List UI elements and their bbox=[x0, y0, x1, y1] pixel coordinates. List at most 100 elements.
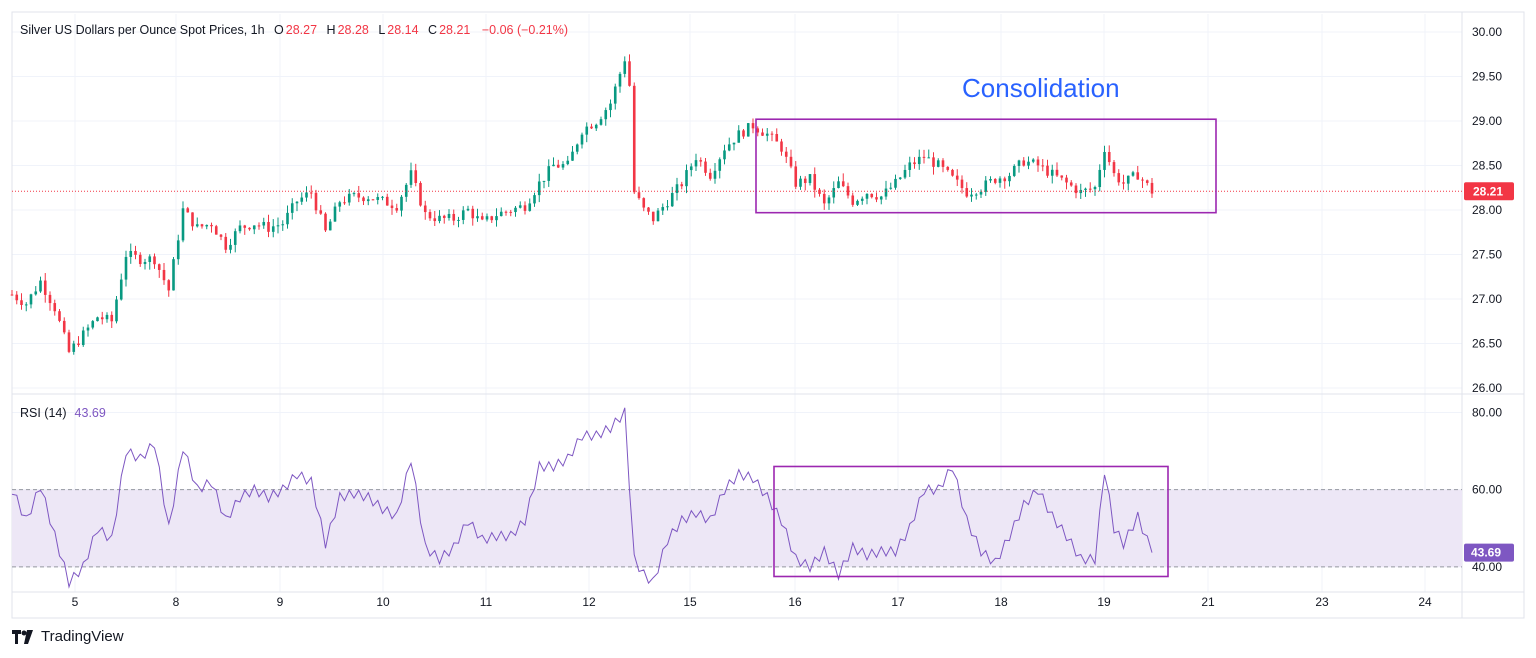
candle-body bbox=[371, 199, 375, 201]
candle-body bbox=[347, 193, 351, 203]
time-tick-label: 21 bbox=[1201, 595, 1215, 609]
time-tick-label: 11 bbox=[480, 595, 493, 609]
candle-body bbox=[1150, 182, 1154, 194]
time-tick-label: 10 bbox=[376, 595, 390, 609]
candle-body bbox=[195, 224, 199, 227]
candle-body bbox=[1017, 160, 1021, 166]
consolidation-box-price[interactable] bbox=[755, 118, 1217, 214]
candle-body bbox=[822, 193, 826, 204]
candle-body bbox=[138, 254, 142, 265]
candle-body bbox=[447, 213, 451, 218]
candle-body bbox=[1098, 169, 1102, 188]
candle-body bbox=[167, 280, 171, 291]
candle-body bbox=[960, 179, 964, 189]
time-tick-label: 16 bbox=[788, 595, 802, 609]
candle-body bbox=[780, 141, 783, 152]
time-tick-label: 12 bbox=[582, 595, 596, 609]
candle-body bbox=[1093, 187, 1097, 190]
candle-body bbox=[200, 224, 204, 227]
low-value: 28.14 bbox=[387, 23, 419, 37]
candle-body bbox=[34, 291, 38, 295]
open-label: O bbox=[274, 23, 284, 37]
candle-body bbox=[509, 211, 513, 213]
candle-body bbox=[480, 216, 484, 220]
candle-body bbox=[248, 227, 251, 230]
candle-body bbox=[214, 226, 218, 235]
candle-body bbox=[846, 186, 850, 196]
rsi-axis[interactable]: 80.00 60.00 40.00 bbox=[1472, 405, 1502, 573]
candle-body bbox=[794, 166, 798, 187]
candle-body bbox=[1008, 175, 1011, 182]
rsi-legend: RSI (14) 43.69 bbox=[20, 406, 108, 420]
candle-body bbox=[637, 192, 641, 199]
candle-body bbox=[252, 225, 256, 230]
time-tick-label: 5 bbox=[72, 595, 79, 609]
candle-body bbox=[343, 202, 346, 204]
candle-body bbox=[628, 61, 631, 86]
candle-body bbox=[770, 133, 774, 135]
candle-body bbox=[856, 200, 859, 205]
open-value: 28.27 bbox=[285, 23, 318, 37]
candle-body bbox=[309, 192, 313, 194]
candle-body bbox=[333, 206, 337, 222]
candle-body bbox=[243, 225, 247, 228]
candle-body bbox=[495, 216, 498, 221]
candle-body bbox=[799, 178, 802, 187]
candle-body bbox=[590, 126, 593, 129]
time-axis[interactable]: 5 8 9 10 11 12 15 16 17 18 19 21 23 24 bbox=[72, 595, 1432, 609]
candle-body bbox=[290, 203, 294, 213]
candle-body bbox=[338, 202, 342, 207]
candle-body bbox=[841, 181, 845, 187]
candle-body bbox=[395, 208, 399, 211]
candle-body bbox=[1141, 179, 1144, 181]
candle-body bbox=[556, 164, 560, 168]
candle-body bbox=[1117, 173, 1121, 183]
rsi-tick-label: 40.00 bbox=[1472, 560, 1502, 574]
high-label: H bbox=[326, 23, 336, 37]
candle-body bbox=[210, 224, 213, 227]
price-axis[interactable]: 30.00 29.50 29.00 28.50 28.00 27.50 27.00 26.50… bbox=[1472, 25, 1502, 395]
candle-body bbox=[390, 205, 394, 209]
candle-body bbox=[765, 133, 769, 136]
consolidation-box-rsi[interactable] bbox=[773, 465, 1169, 578]
rsi-value-tag: 43.69 bbox=[1464, 543, 1514, 562]
price-tick-label: 30.00 bbox=[1472, 25, 1502, 39]
candle-body bbox=[903, 169, 907, 178]
candle-body bbox=[894, 178, 897, 188]
tradingview-brand[interactable]: TradingView bbox=[12, 628, 124, 645]
candle-body bbox=[499, 211, 503, 217]
candle-body bbox=[1003, 178, 1007, 182]
candle-body bbox=[708, 172, 712, 179]
price-tick-label: 29.00 bbox=[1472, 114, 1502, 128]
price-tick-label: 28.00 bbox=[1472, 203, 1502, 217]
rsi-line bbox=[11, 407, 1153, 589]
candle-body bbox=[300, 197, 304, 202]
candle-body bbox=[53, 303, 57, 312]
candle-body bbox=[1131, 172, 1135, 176]
candle-body bbox=[119, 279, 123, 300]
time-tick-label: 8 bbox=[173, 595, 180, 609]
candle-body bbox=[561, 164, 565, 168]
candle-body bbox=[685, 170, 688, 187]
candle-body bbox=[276, 225, 280, 227]
candle-body bbox=[784, 151, 788, 157]
time-tick-label: 17 bbox=[891, 595, 905, 609]
candle-body bbox=[72, 343, 76, 352]
candle-body bbox=[1046, 165, 1049, 176]
rsi-label: RSI (14) bbox=[20, 406, 67, 420]
candle-body bbox=[680, 184, 684, 187]
brand-label: TradingView bbox=[41, 628, 124, 645]
candle-body bbox=[1126, 175, 1130, 184]
candle-body bbox=[552, 164, 555, 167]
candle-body bbox=[993, 179, 997, 183]
candle-body bbox=[803, 178, 807, 184]
candle-body bbox=[105, 314, 109, 320]
last-price-tag: 28.21 bbox=[1464, 182, 1514, 201]
candle-body bbox=[599, 119, 603, 125]
candle-body bbox=[609, 103, 612, 111]
rsi-tick-label: 60.00 bbox=[1472, 483, 1502, 497]
candle-body bbox=[115, 299, 118, 322]
candle-body bbox=[96, 317, 99, 322]
candle-body bbox=[267, 221, 270, 232]
